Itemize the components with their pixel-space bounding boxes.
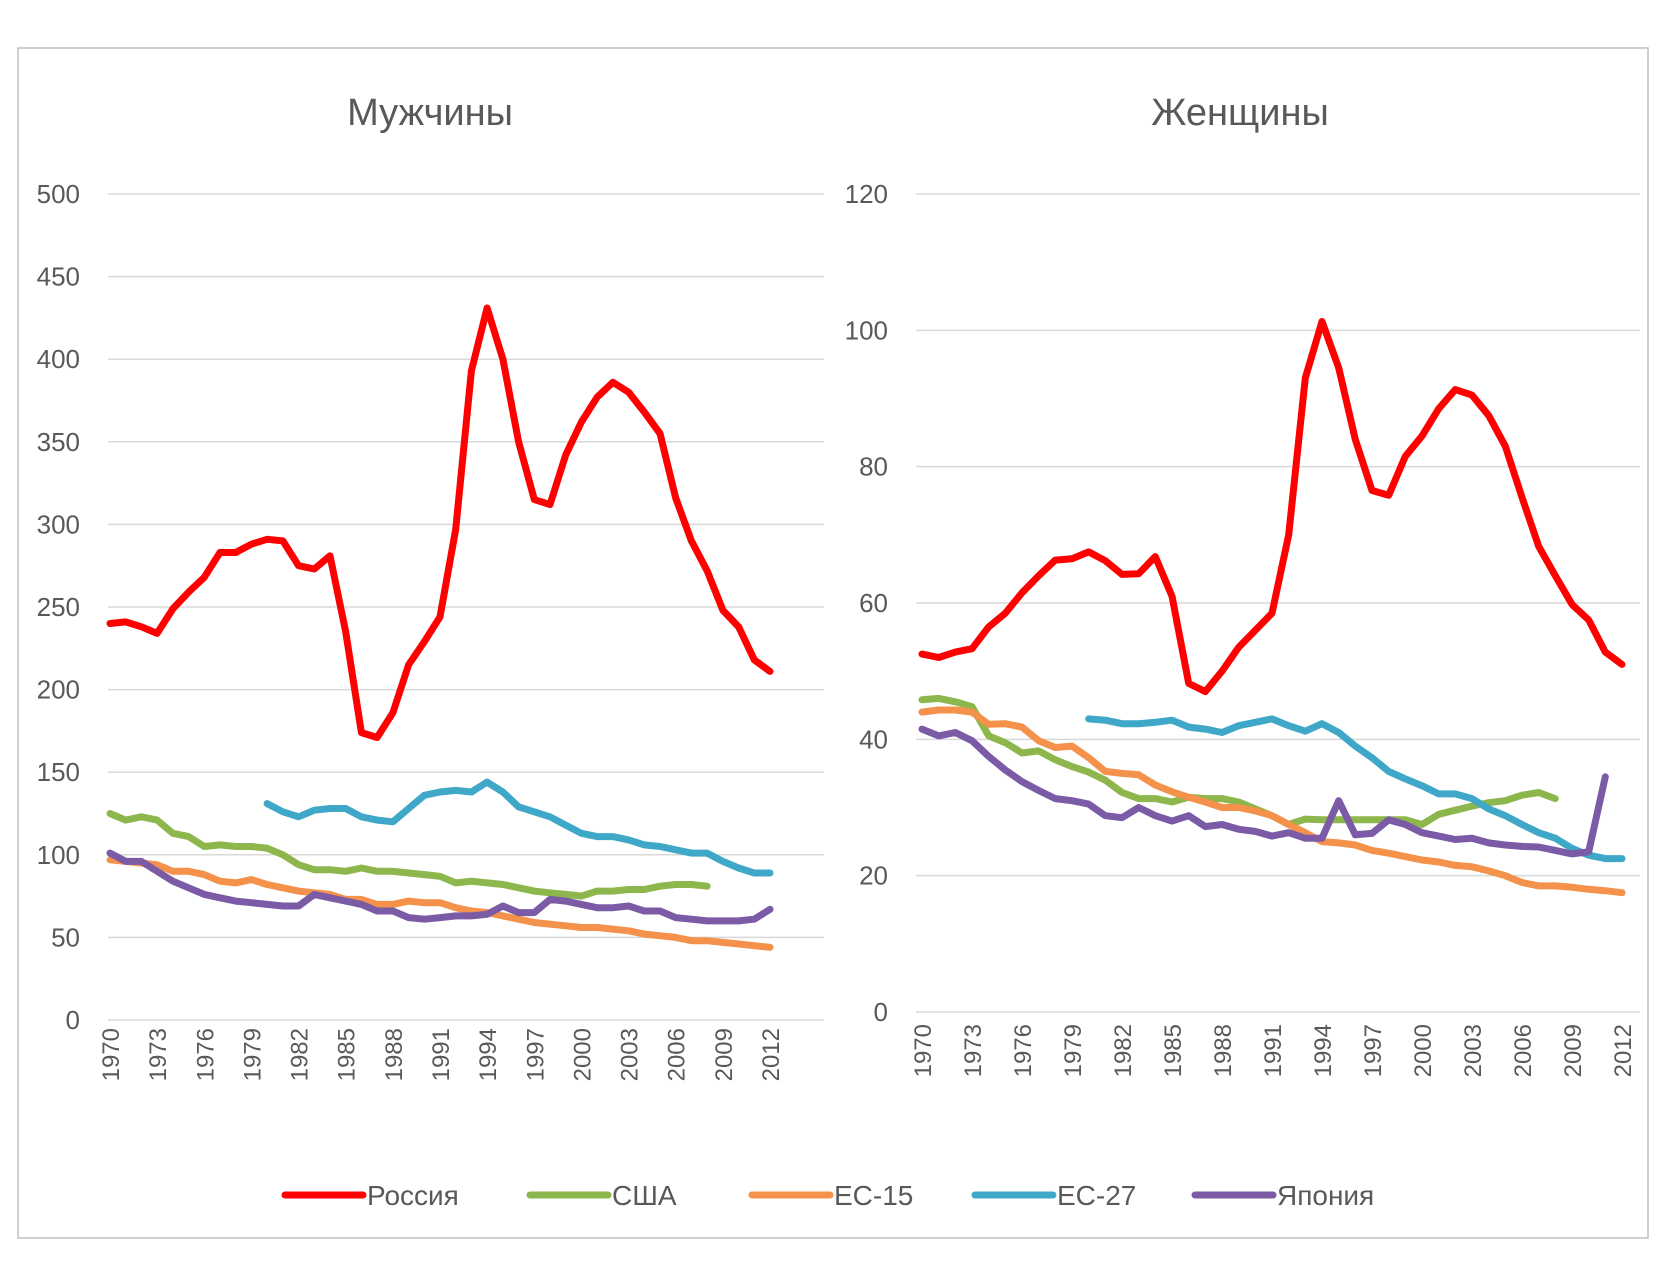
chart-frame (17, 47, 1649, 1239)
x-tick-label: 1985 (334, 1028, 361, 1081)
x-tick-label: 2000 (569, 1028, 596, 1081)
y-tick-label: 50 (51, 922, 80, 952)
y-tick-label: 200 (37, 675, 80, 705)
y-tick-label: 300 (37, 509, 80, 539)
x-tick-label: 1979 (239, 1028, 266, 1081)
x-tick-label: 2006 (1510, 1024, 1537, 1077)
legend-item-russia: Россия (281, 1180, 459, 1211)
legend-label: ЕС-15 (834, 1180, 913, 1211)
series-line-usa (106, 810, 711, 900)
series-line-eu27 (1085, 715, 1626, 863)
x-tick-label: 2003 (617, 1028, 644, 1081)
x-tick-label: 1970 (98, 1028, 125, 1081)
x-tick-label: 1973 (145, 1028, 172, 1081)
legend-item-japan: Япония (1191, 1180, 1374, 1211)
x-tick-label: 1985 (1160, 1024, 1187, 1077)
x-tick-label: 2012 (758, 1028, 785, 1081)
y-tick-label: 250 (37, 592, 80, 622)
y-tick-label: 100 (37, 840, 80, 870)
x-tick-label: 1976 (192, 1028, 219, 1081)
y-tick-label: 400 (37, 344, 80, 374)
y-tick-label: 80 (859, 452, 888, 482)
series-line-usa (918, 694, 1559, 828)
legend: Россия США ЕС-15 ЕС-27 Япония (281, 1180, 1374, 1211)
x-tick-label: 1994 (1310, 1024, 1337, 1077)
x-tick-label: 1979 (1060, 1024, 1087, 1077)
x-tick-label: 1976 (1010, 1024, 1037, 1077)
legend-label: Япония (1277, 1180, 1374, 1211)
x-tick-label: 1994 (475, 1028, 502, 1081)
x-tick-label: 2006 (664, 1028, 691, 1081)
x-tick-label: 1982 (287, 1028, 314, 1081)
x-tick-label: 1988 (381, 1028, 408, 1081)
y-tick-label: 150 (37, 757, 80, 787)
y-tick-label: 450 (37, 262, 80, 292)
series-line-eu15 (106, 856, 774, 951)
y-tick-label: 120 (845, 179, 888, 209)
x-tick-label: 1970 (910, 1024, 937, 1077)
x-tick-label: 1997 (522, 1028, 549, 1081)
y-tick-label: 100 (845, 315, 888, 345)
series-line-japan (106, 849, 774, 925)
y-tick-label: 20 (859, 861, 888, 891)
x-tick-label: 1997 (1360, 1024, 1387, 1077)
legend-item-eu27: ЕС-27 (971, 1180, 1136, 1211)
panel-title: Женщины (1151, 92, 1329, 134)
panel-2: Женщины 0 20 40 60 80 100 120 1970 1973 1976 1979 19… (845, 92, 1640, 1077)
y-tick-label: 0 (874, 997, 888, 1027)
legend-item-usa: США (526, 1180, 677, 1211)
y-tick-label: 500 (37, 179, 80, 209)
legend-label: США (612, 1180, 677, 1211)
x-tick-label: 2000 (1410, 1024, 1437, 1077)
y-tick-label: 350 (37, 427, 80, 457)
x-tick-label: 1988 (1210, 1024, 1237, 1077)
x-tick-label: 2009 (1560, 1024, 1587, 1077)
y-tick-label: 0 (66, 1005, 80, 1035)
x-tick-label: 1973 (960, 1024, 987, 1077)
series-line-eu27 (263, 778, 774, 877)
y-tick-label: 60 (859, 588, 888, 618)
x-tick-label: 1991 (428, 1028, 455, 1081)
x-tick-label: 2012 (1610, 1024, 1637, 1077)
legend-item-eu15: ЕС-15 (748, 1180, 913, 1211)
series-line-japan (918, 725, 1609, 858)
x-tick-label: 1982 (1110, 1024, 1137, 1077)
chart-panels: Мужчины050100150200250300350400450500197… (37, 92, 1640, 1081)
legend-label: ЕС-27 (1057, 1180, 1136, 1211)
series-line-russia (918, 318, 1626, 696)
series-line-eu15 (918, 706, 1626, 897)
legend-label: Россия (367, 1180, 459, 1211)
x-tick-label: 1991 (1260, 1024, 1287, 1077)
x-tick-label: 2009 (711, 1028, 738, 1081)
panel-title: Мужчины (347, 92, 513, 134)
x-tick-label: 2003 (1460, 1024, 1487, 1077)
panel-1: Мужчины 0 50 100 150 200 250 300 350 400 450 500 197… (37, 92, 824, 1081)
y-tick-label: 40 (859, 724, 888, 754)
series-line-russia (106, 304, 774, 741)
